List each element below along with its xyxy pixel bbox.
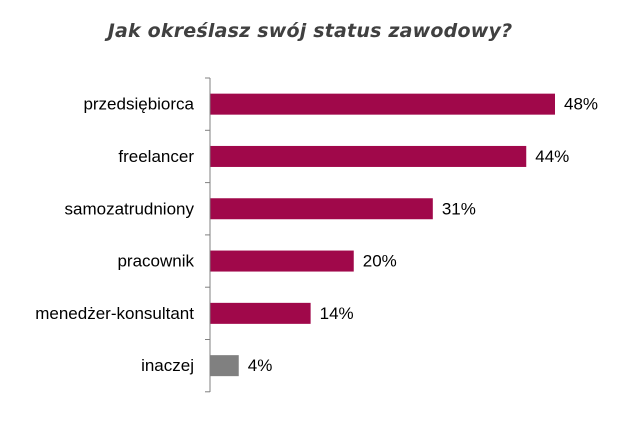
bar — [210, 302, 311, 324]
bar — [210, 145, 527, 167]
data-label: 31% — [442, 199, 476, 218]
category-label: inaczej — [141, 356, 194, 375]
chart-title: Jak określasz swój status zawodowy? — [107, 20, 513, 42]
category-label: pracownik — [117, 252, 194, 271]
data-label: 44% — [535, 147, 569, 166]
data-label: 48% — [564, 95, 598, 114]
bar — [210, 355, 239, 377]
data-label: 20% — [363, 252, 397, 271]
bar — [210, 198, 433, 220]
category-label: menedżer-konsultant — [35, 304, 194, 323]
category-label: przedsiębiorca — [83, 95, 194, 114]
bar — [210, 93, 555, 115]
data-label: 4% — [248, 356, 273, 375]
bar — [210, 250, 354, 272]
category-label: samozatrudniony — [65, 199, 195, 218]
data-label: 14% — [320, 304, 354, 323]
category-label: freelancer — [118, 147, 194, 166]
